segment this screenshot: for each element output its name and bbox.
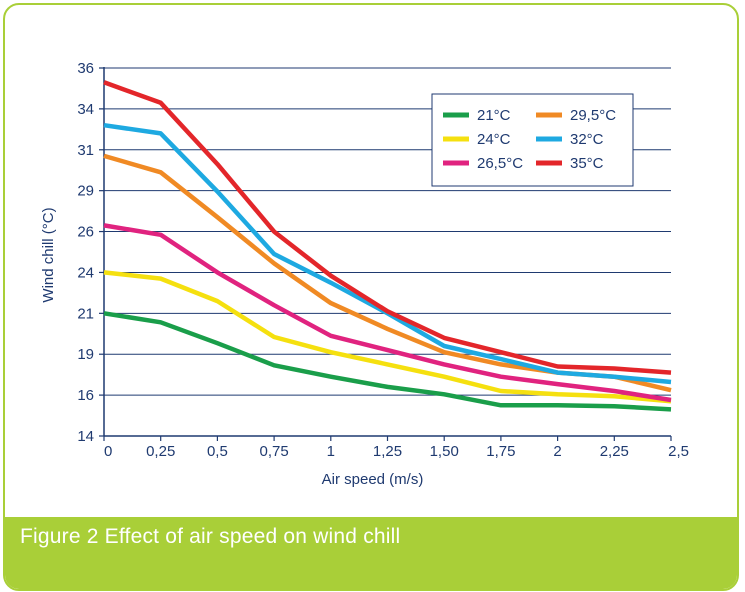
x-tick-label: 2,5 (668, 443, 689, 460)
series-line (103, 270, 672, 404)
x-axis-title: Air speed (m/s) (322, 471, 424, 488)
y-tick-label: 26 (77, 224, 94, 241)
y-tick-label: 19 (77, 346, 94, 363)
wind-chill-chart: 14 16 19 21 24 26 29 31 34 36 0 0,25 0,5 0,75 1 1,25 1,… (40, 60, 689, 488)
y-tick-label: 36 (77, 60, 94, 77)
y-tick-label: 16 (77, 387, 94, 404)
y-tick-label: 34 (77, 101, 94, 118)
series-lines (103, 80, 672, 412)
y-tick-label: 31 (77, 142, 94, 159)
legend-label: 26,5°C (477, 155, 523, 172)
y-axis-title: Wind chill (°C) (40, 207, 57, 302)
grid-lines (104, 67, 671, 396)
y-tick-labels: 14 16 19 21 24 26 29 31 34 36 (77, 60, 104, 445)
legend-label: 29,5°C (570, 107, 616, 124)
y-tick-label: 24 (77, 264, 94, 281)
series-line (103, 311, 672, 412)
caption-bar: Figure 2 Effect of air speed on wind chi… (5, 517, 737, 589)
x-tick-label: 2,25 (600, 443, 629, 460)
x-tick-label: 0,5 (207, 443, 228, 460)
legend-label: 35°C (570, 155, 604, 172)
x-tick-label: 1 (327, 443, 335, 460)
x-tick-label: 0,25 (146, 443, 175, 460)
series-line (103, 223, 672, 403)
x-tick-label: 1,25 (373, 443, 402, 460)
x-tick-labels: 0 0,25 0,5 0,75 1 1,25 1,50 1,75 2 2,25 2,5 (103, 436, 689, 460)
legend-label: 21°C (477, 107, 511, 124)
y-tick-label: 21 (77, 305, 94, 322)
series-line (103, 80, 672, 375)
x-tick-label: 0,75 (259, 443, 288, 460)
legend: 21°C 24°C 26,5°C 29,5°C 32°C 35°C (431, 93, 634, 187)
x-tick-label: 1,75 (486, 443, 515, 460)
legend-label: 32°C (570, 131, 604, 148)
y-tick-label: 29 (77, 183, 94, 200)
figure-frame: 14 16 19 21 24 26 29 31 34 36 0 0,25 0,5 0,75 1 1,25 1,… (3, 3, 739, 591)
x-tick-label: 1,50 (430, 443, 459, 460)
figure-caption: Figure 2 Effect of air speed on wind chi… (20, 525, 401, 548)
x-tick-label: 2 (553, 443, 561, 460)
legend-label: 24°C (477, 131, 511, 148)
y-tick-label: 14 (77, 428, 94, 445)
x-tick-label: 0 (104, 443, 112, 460)
